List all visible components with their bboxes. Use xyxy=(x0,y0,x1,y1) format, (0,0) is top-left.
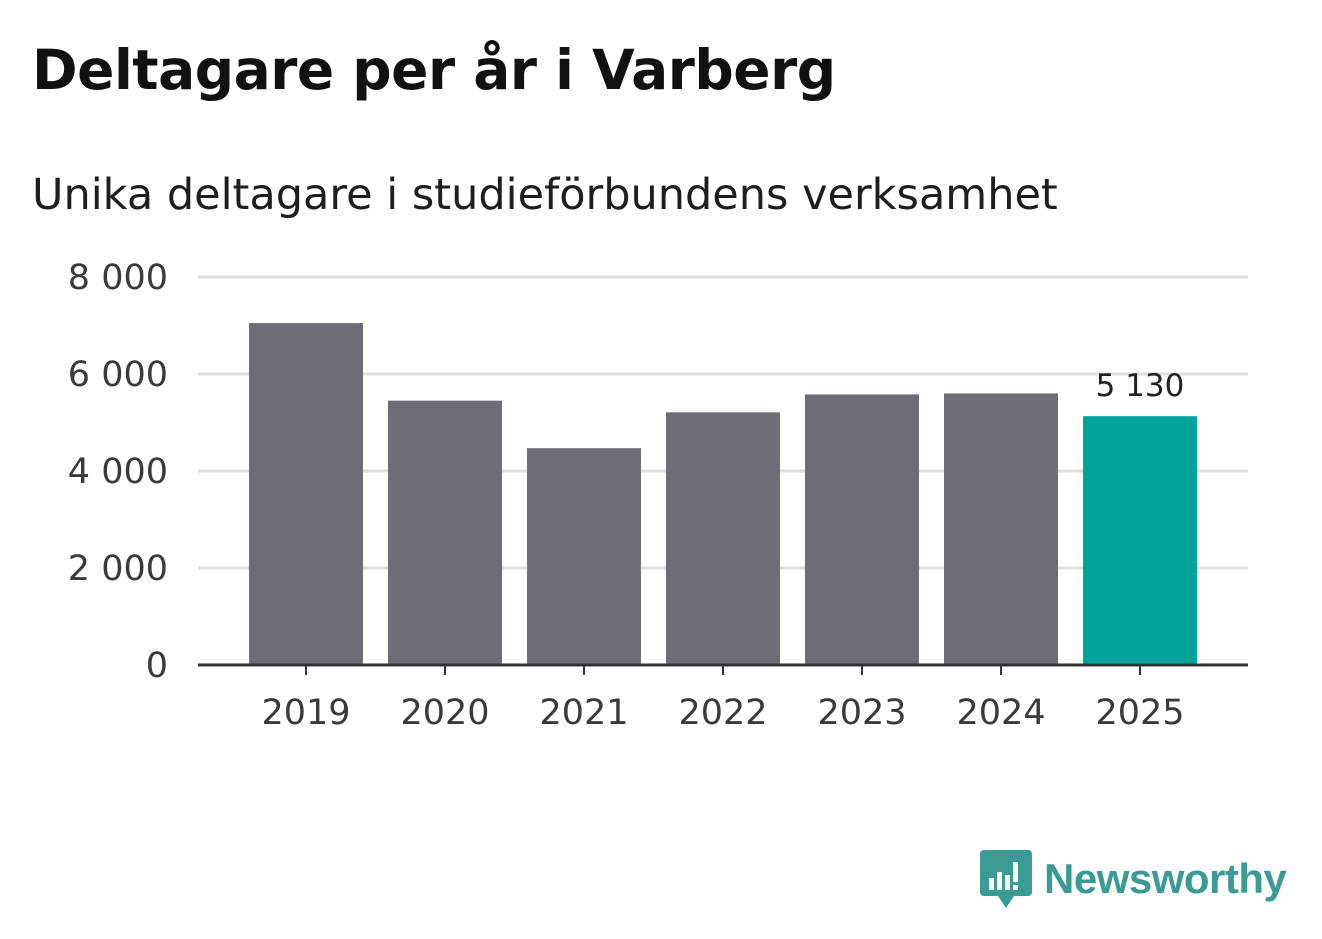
bar-2024 xyxy=(944,393,1058,665)
bar-2025 xyxy=(1083,416,1197,665)
x-tick-label: 2025 xyxy=(1095,693,1184,733)
x-tick-label: 2024 xyxy=(956,693,1045,733)
newsworthy-logo-icon xyxy=(980,850,1032,908)
y-tick-label: 8 000 xyxy=(68,258,168,298)
bar-2020 xyxy=(388,400,502,665)
y-tick-label: 6 000 xyxy=(68,355,168,395)
x-tick-label: 2022 xyxy=(678,693,767,733)
bar-2022 xyxy=(666,412,780,665)
bar-2023 xyxy=(805,394,919,665)
chart-subtitle: Unika deltagare i studieförbundens verks… xyxy=(32,170,1058,220)
x-tick-label: 2023 xyxy=(817,693,906,733)
bars xyxy=(249,323,1197,665)
y-tick-label: 0 xyxy=(146,646,168,686)
bar-2021 xyxy=(527,448,641,665)
brand: Newsworthy xyxy=(980,848,1287,910)
data-label: 5 130 xyxy=(1096,368,1185,404)
labels: 0 2 000 4 000 6 000 8 000 2019 2020 2021 2022 202… xyxy=(68,258,1185,733)
bar-2019 xyxy=(249,323,363,665)
axes xyxy=(198,663,1248,675)
x-tick-label: 2020 xyxy=(400,693,489,733)
y-tick-label: 2 000 xyxy=(68,549,168,589)
y-tick-label: 4 000 xyxy=(68,452,168,492)
x-tick-label: 2021 xyxy=(539,693,628,733)
brand-name: Newsworthy xyxy=(1044,855,1287,902)
chart-title: Deltagare per år i Varberg xyxy=(32,38,836,102)
x-tick-label: 2019 xyxy=(261,693,350,733)
